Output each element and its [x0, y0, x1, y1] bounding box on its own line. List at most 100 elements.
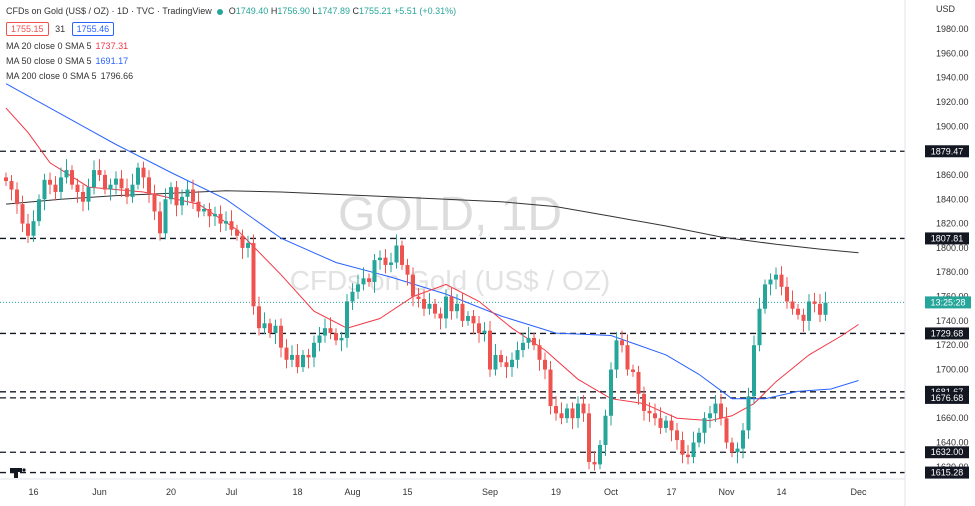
candle-body[interactable]: [191, 189, 195, 202]
candle-body[interactable]: [636, 371, 641, 394]
candle-body[interactable]: [537, 345, 542, 360]
candle-body[interactable]: [532, 337, 536, 346]
candle-body[interactable]: [306, 354, 311, 358]
candle-body[interactable]: [15, 189, 19, 205]
candle-body[interactable]: [64, 170, 69, 178]
candle-body[interactable]: [119, 178, 124, 189]
candle-body[interactable]: [790, 301, 795, 309]
symbol-title[interactable]: CFDs on Gold (US$ / OZ) · 1D · TVC · Tra…: [6, 6, 212, 16]
candle-body[interactable]: [548, 369, 553, 407]
candle-body[interactable]: [719, 403, 723, 419]
candle-body[interactable]: [570, 408, 575, 419]
candle-body[interactable]: [433, 303, 437, 314]
candle-body[interactable]: [246, 243, 250, 248]
candle-body[interactable]: [361, 278, 366, 285]
candle-body[interactable]: [158, 211, 162, 234]
candle-body[interactable]: [103, 174, 107, 190]
candle-body[interactable]: [614, 340, 619, 370]
candle-body[interactable]: [702, 418, 707, 433]
candle-body[interactable]: [400, 245, 404, 265]
candle-body[interactable]: [312, 342, 316, 358]
candle-body[interactable]: [807, 301, 811, 321]
candle-body[interactable]: [37, 199, 41, 222]
candle-body[interactable]: [444, 296, 448, 319]
indicator-ma50[interactable]: MA 50 close 0 SMA 5 1691.17: [6, 56, 129, 66]
candle-body[interactable]: [422, 299, 426, 309]
candle-body[interactable]: [471, 316, 476, 324]
candle-body[interactable]: [713, 403, 718, 414]
candle-body[interactable]: [416, 296, 421, 299]
candle-body[interactable]: [185, 189, 190, 197]
candle-body[interactable]: [141, 167, 146, 178]
candle-body[interactable]: [746, 396, 751, 431]
candle-body[interactable]: [653, 413, 657, 419]
candle-body[interactable]: [235, 229, 239, 236]
candle-body[interactable]: [81, 191, 85, 202]
candle-body[interactable]: [53, 184, 58, 192]
candle-body[interactable]: [328, 328, 333, 334]
candle-body[interactable]: [642, 393, 646, 411]
candle-body[interactable]: [339, 337, 344, 341]
candle-body[interactable]: [526, 337, 531, 343]
candle-body[interactable]: [218, 213, 223, 224]
candle-body[interactable]: [598, 444, 602, 465]
candle-body[interactable]: [9, 181, 14, 190]
candle-body[interactable]: [295, 354, 300, 368]
candle-body[interactable]: [669, 420, 674, 431]
candle-body[interactable]: [818, 303, 822, 315]
candle-body[interactable]: [405, 264, 410, 275]
candle-body[interactable]: [565, 408, 569, 419]
buy-button[interactable]: 1755.46: [71, 22, 115, 36]
candle-body[interactable]: [499, 354, 503, 363]
candle-body[interactable]: [741, 430, 745, 449]
candle-body[interactable]: [268, 323, 272, 334]
candle-body[interactable]: [455, 303, 459, 312]
candle-body[interactable]: [774, 274, 778, 280]
candle-body[interactable]: [675, 430, 679, 441]
candle-body[interactable]: [609, 369, 613, 416]
candle-body[interactable]: [752, 345, 756, 397]
candle-body[interactable]: [196, 201, 201, 212]
candle-body[interactable]: [647, 410, 652, 414]
candle-body[interactable]: [229, 221, 234, 230]
candle-body[interactable]: [75, 184, 80, 192]
candle-body[interactable]: [763, 284, 767, 309]
candle-body[interactable]: [334, 333, 338, 341]
candle-body[interactable]: [224, 221, 228, 224]
candle-body[interactable]: [411, 274, 415, 297]
candle-body[interactable]: [48, 179, 52, 185]
candle-body[interactable]: [97, 170, 102, 175]
candle-body[interactable]: [350, 291, 355, 302]
candle-body[interactable]: [301, 354, 305, 368]
candle-body[interactable]: [510, 359, 514, 368]
sell-button[interactable]: 1755.15: [6, 22, 49, 36]
candle-body[interactable]: [92, 170, 96, 188]
candle-body[interactable]: [449, 296, 454, 312]
candle-body[interactable]: [477, 323, 481, 334]
candle-body[interactable]: [356, 284, 360, 292]
candle-body[interactable]: [42, 179, 47, 200]
candle-body[interactable]: [438, 313, 443, 319]
candle-body[interactable]: [152, 193, 157, 212]
candle-body[interactable]: [202, 209, 206, 212]
candle-body[interactable]: [372, 260, 377, 282]
candle-body[interactable]: [708, 413, 712, 419]
candle-body[interactable]: [31, 221, 36, 236]
candle-body[interactable]: [559, 413, 564, 419]
candle-body[interactable]: [576, 403, 580, 419]
candle-body[interactable]: [257, 306, 261, 329]
candle-body[interactable]: [697, 432, 701, 443]
candle-body[interactable]: [86, 187, 91, 202]
candle-body[interactable]: [26, 223, 30, 236]
candle-body[interactable]: [735, 448, 740, 453]
candle-body[interactable]: [730, 442, 734, 453]
candle-body[interactable]: [603, 415, 608, 445]
candle-body[interactable]: [389, 262, 393, 265]
candle-body[interactable]: [664, 420, 668, 428]
candle-body[interactable]: [240, 235, 245, 248]
candle-body[interactable]: [323, 328, 327, 336]
candle-body[interactable]: [114, 178, 118, 185]
candle-body[interactable]: [686, 454, 690, 458]
candle-body[interactable]: [625, 345, 630, 370]
candle-body[interactable]: [482, 330, 487, 334]
